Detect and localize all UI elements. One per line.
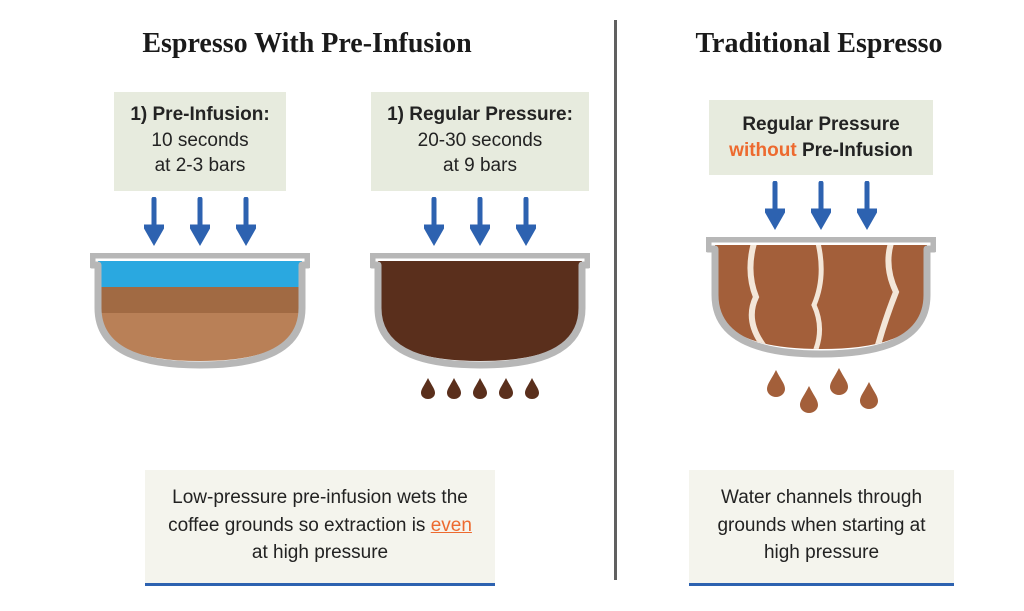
drop-icon bbox=[498, 377, 514, 399]
label-regular-pressure: 1) Regular Pressure: 20-30 seconds at 9 … bbox=[371, 92, 589, 191]
basket-pre-infusion bbox=[70, 253, 330, 373]
arrow-down-icon bbox=[190, 197, 210, 249]
label-line: Regular Pressure bbox=[729, 112, 913, 138]
step-traditional: Regular Pressure without Pre-Infusion bbox=[686, 100, 956, 426]
basket-channeling bbox=[686, 237, 956, 362]
caption-text: Low-pressure pre-infusion wets the coffe… bbox=[168, 487, 468, 536]
caption-text: at high pressure bbox=[252, 542, 388, 563]
label-traditional: Regular Pressure without Pre-Infusion bbox=[709, 100, 933, 175]
drop-icon bbox=[860, 382, 878, 409]
drop-icon bbox=[767, 370, 785, 397]
label-line: 10 seconds bbox=[130, 128, 269, 154]
label-line: without Pre-Infusion bbox=[729, 138, 913, 164]
caption-right: Water channels through grounds when star… bbox=[689, 470, 954, 586]
label-text: Pre-Infusion bbox=[797, 140, 913, 161]
caption-left: Low-pressure pre-infusion wets the coffe… bbox=[145, 470, 495, 586]
drop-icon bbox=[830, 368, 848, 395]
drop-icon bbox=[800, 386, 818, 413]
step-pre-infusion: 1) Pre-Infusion: 10 seconds at 2-3 bars bbox=[70, 92, 330, 373]
label-title: 1) Regular Pressure: bbox=[387, 102, 573, 128]
arrow-down-icon bbox=[470, 197, 490, 249]
panel-pre-infusion: Espresso With Pre-Infusion 1) Pre-Infusi… bbox=[0, 0, 614, 611]
basket-saturated bbox=[350, 253, 610, 373]
heading-right: Traditional Espresso bbox=[614, 0, 1024, 60]
arrow-down-icon bbox=[144, 197, 164, 249]
arrows bbox=[350, 197, 610, 251]
arrow-down-icon bbox=[516, 197, 536, 249]
heading-left: Espresso With Pre-Infusion bbox=[0, 0, 614, 60]
espresso-drops bbox=[350, 377, 610, 399]
label-line: at 9 bars bbox=[387, 153, 573, 179]
panel-traditional: Traditional Espresso Regular Pressure wi… bbox=[614, 0, 1024, 611]
espresso-drops-scatter bbox=[686, 366, 956, 426]
drop-icon bbox=[472, 377, 488, 399]
label-title: 1) Pre-Infusion: bbox=[130, 102, 269, 128]
arrow-down-icon bbox=[236, 197, 256, 249]
accent-word: without bbox=[729, 140, 797, 161]
drop-icon bbox=[420, 377, 436, 399]
arrow-down-icon bbox=[811, 181, 831, 233]
arrow-down-icon bbox=[424, 197, 444, 249]
step-regular-pressure: 1) Regular Pressure: 20-30 seconds at 9 … bbox=[350, 92, 610, 399]
arrows bbox=[686, 181, 956, 235]
arrow-down-icon bbox=[857, 181, 877, 233]
label-line: 20-30 seconds bbox=[387, 128, 573, 154]
drop-icon bbox=[446, 377, 462, 399]
caption-highlight: even bbox=[431, 515, 472, 536]
caption-right-wrap: Water channels through grounds when star… bbox=[689, 470, 954, 586]
label-pre-infusion: 1) Pre-Infusion: 10 seconds at 2-3 bars bbox=[114, 92, 285, 191]
caption-left-wrap: Low-pressure pre-infusion wets the coffe… bbox=[145, 470, 495, 586]
label-line: at 2-3 bars bbox=[130, 153, 269, 179]
arrows bbox=[70, 197, 330, 251]
drop-icon bbox=[524, 377, 540, 399]
arrow-down-icon bbox=[765, 181, 785, 233]
